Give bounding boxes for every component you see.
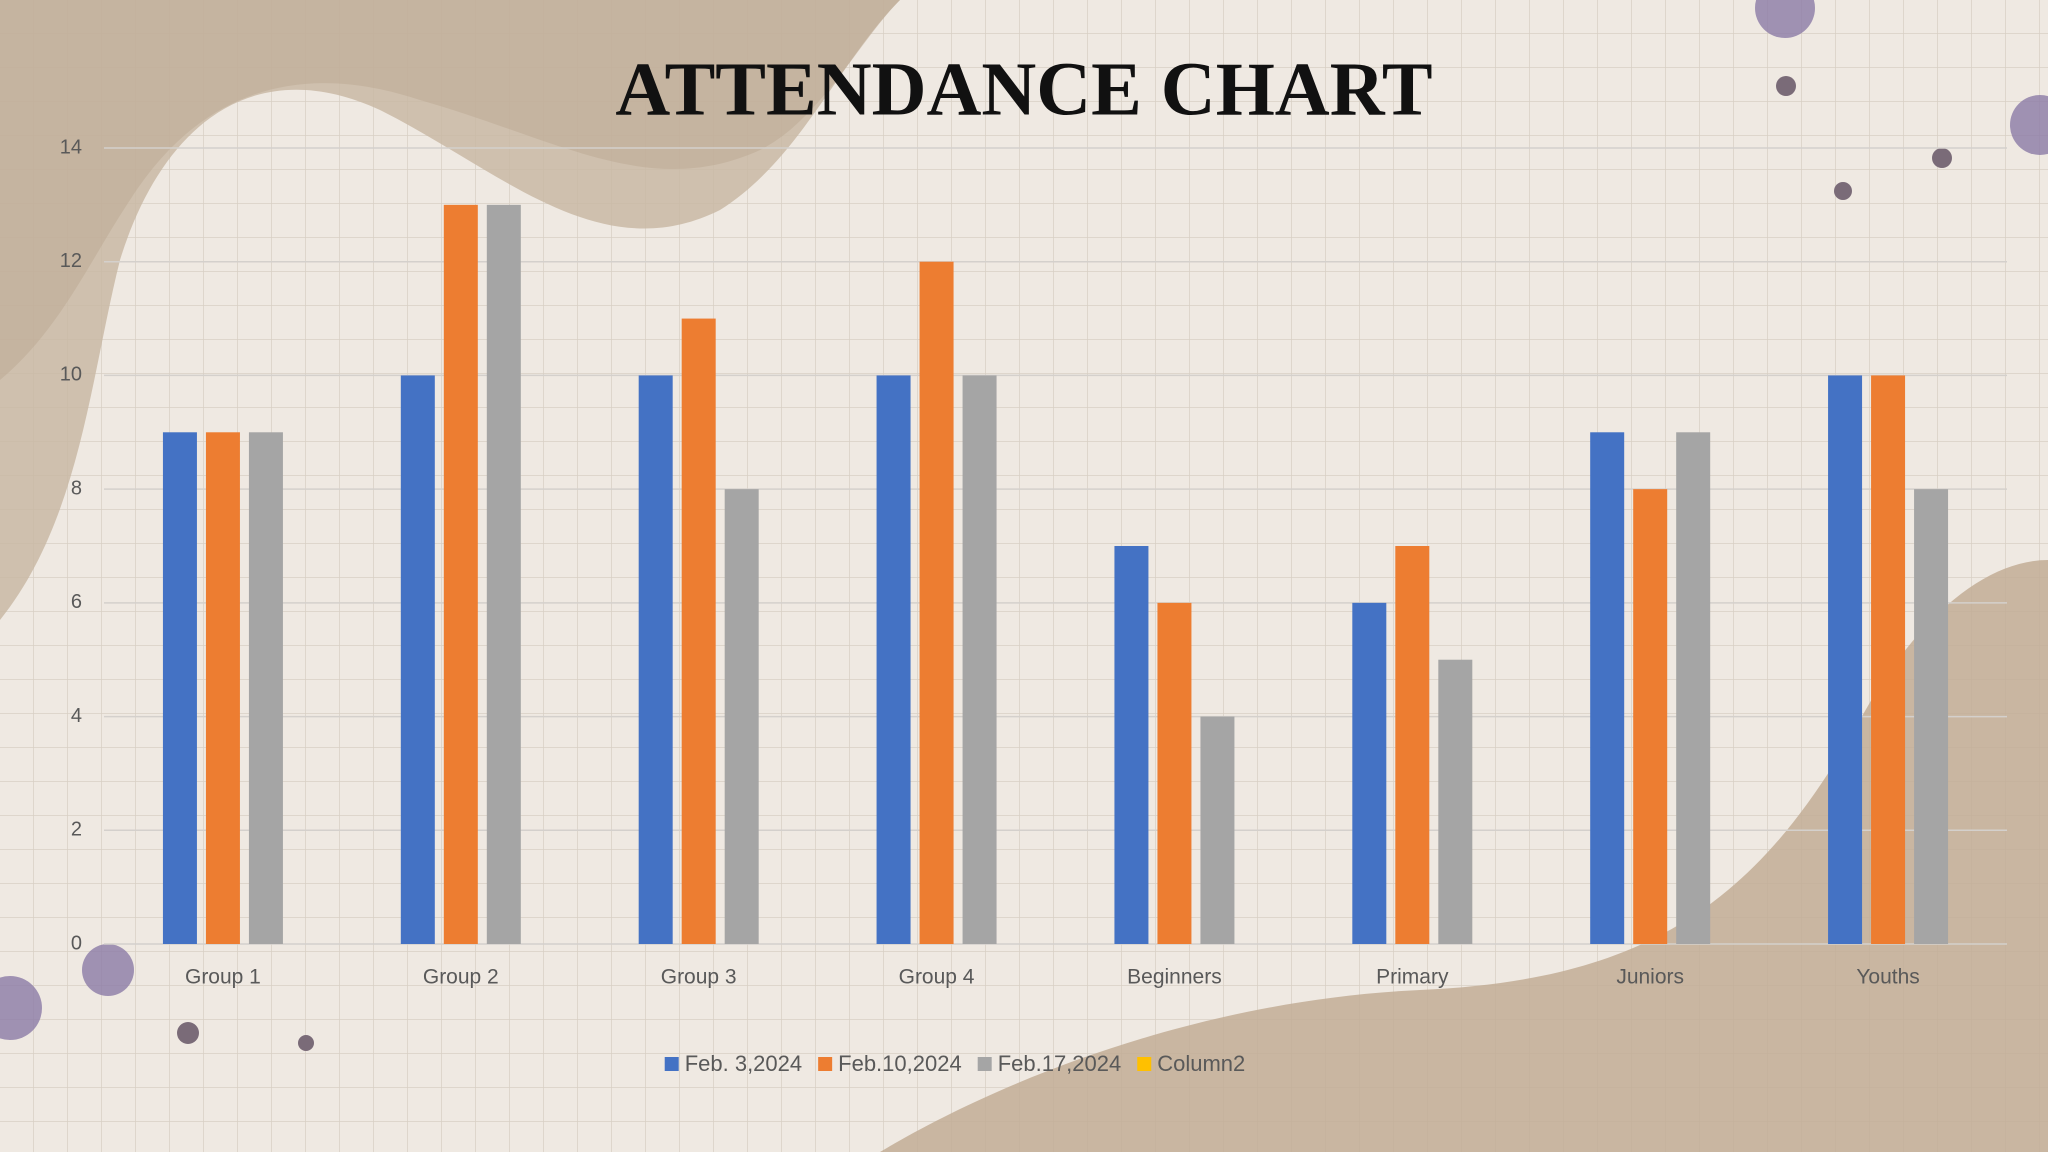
- legend-label: Feb.10,2024: [838, 1051, 962, 1076]
- decor-blob: [0, 0, 900, 380]
- bar: [724, 489, 759, 944]
- y-tick-label: 8: [71, 477, 82, 499]
- bar: [1633, 489, 1668, 944]
- bar: [1914, 489, 1949, 944]
- chart-title: ATTENDANCE CHART: [615, 47, 1432, 131]
- x-tick-label: Group 4: [899, 966, 975, 989]
- x-tick-label: Primary: [1376, 966, 1449, 989]
- y-tick-label: 4: [71, 705, 82, 727]
- bar: [1200, 716, 1235, 944]
- bar: [205, 432, 240, 944]
- decor-dot: [298, 1035, 314, 1051]
- y-tick-label: 10: [60, 364, 82, 386]
- decor-blob: [880, 560, 2048, 1152]
- legend-swatch: [1137, 1057, 1152, 1071]
- bar: [248, 432, 283, 944]
- bar: [1395, 546, 1430, 944]
- bar: [162, 432, 197, 944]
- decor-dot: [177, 1022, 199, 1044]
- bar: [1352, 602, 1387, 944]
- legend-label: Column2: [1157, 1051, 1245, 1076]
- x-tick-label: Group 1: [185, 966, 261, 989]
- decor-dot: [1834, 182, 1852, 200]
- decor-dot: [82, 944, 134, 996]
- bar: [1871, 375, 1906, 944]
- x-tick-label: Juniors: [1616, 966, 1684, 989]
- legend-swatch: [664, 1057, 679, 1071]
- x-tick-label: Group 3: [661, 966, 737, 989]
- bar: [400, 375, 435, 944]
- x-tick-label: Group 2: [423, 966, 499, 989]
- legend-swatch: [977, 1057, 992, 1071]
- x-tick-label: Youths: [1856, 966, 1919, 989]
- decor-dot: [1932, 148, 1952, 168]
- decor-dot: [0, 976, 42, 1040]
- bar: [962, 375, 997, 944]
- bar: [876, 375, 911, 944]
- bar: [1114, 546, 1149, 944]
- legend-label: Feb.17,2024: [998, 1051, 1122, 1076]
- legend-label: Feb. 3,2024: [685, 1051, 802, 1076]
- legend-swatch: [818, 1057, 833, 1071]
- decor-dot: [1776, 76, 1796, 96]
- y-tick-label: 12: [60, 250, 82, 272]
- bar: [486, 204, 521, 944]
- bar: [1438, 659, 1473, 944]
- bar: [638, 375, 673, 944]
- bar: [1676, 432, 1711, 944]
- bar: [443, 204, 478, 944]
- x-tick-label: Beginners: [1127, 966, 1222, 989]
- bar: [919, 261, 954, 944]
- decor-dot: [2010, 95, 2048, 155]
- bar: [1590, 432, 1625, 944]
- decor-dot: [1755, 0, 1815, 38]
- y-tick-label: 14: [60, 136, 82, 158]
- bar: [681, 318, 716, 945]
- bar: [1828, 375, 1863, 944]
- bar: [1157, 602, 1192, 944]
- y-tick-label: 0: [71, 932, 82, 954]
- y-tick-label: 2: [71, 819, 82, 841]
- y-tick-label: 6: [71, 591, 82, 613]
